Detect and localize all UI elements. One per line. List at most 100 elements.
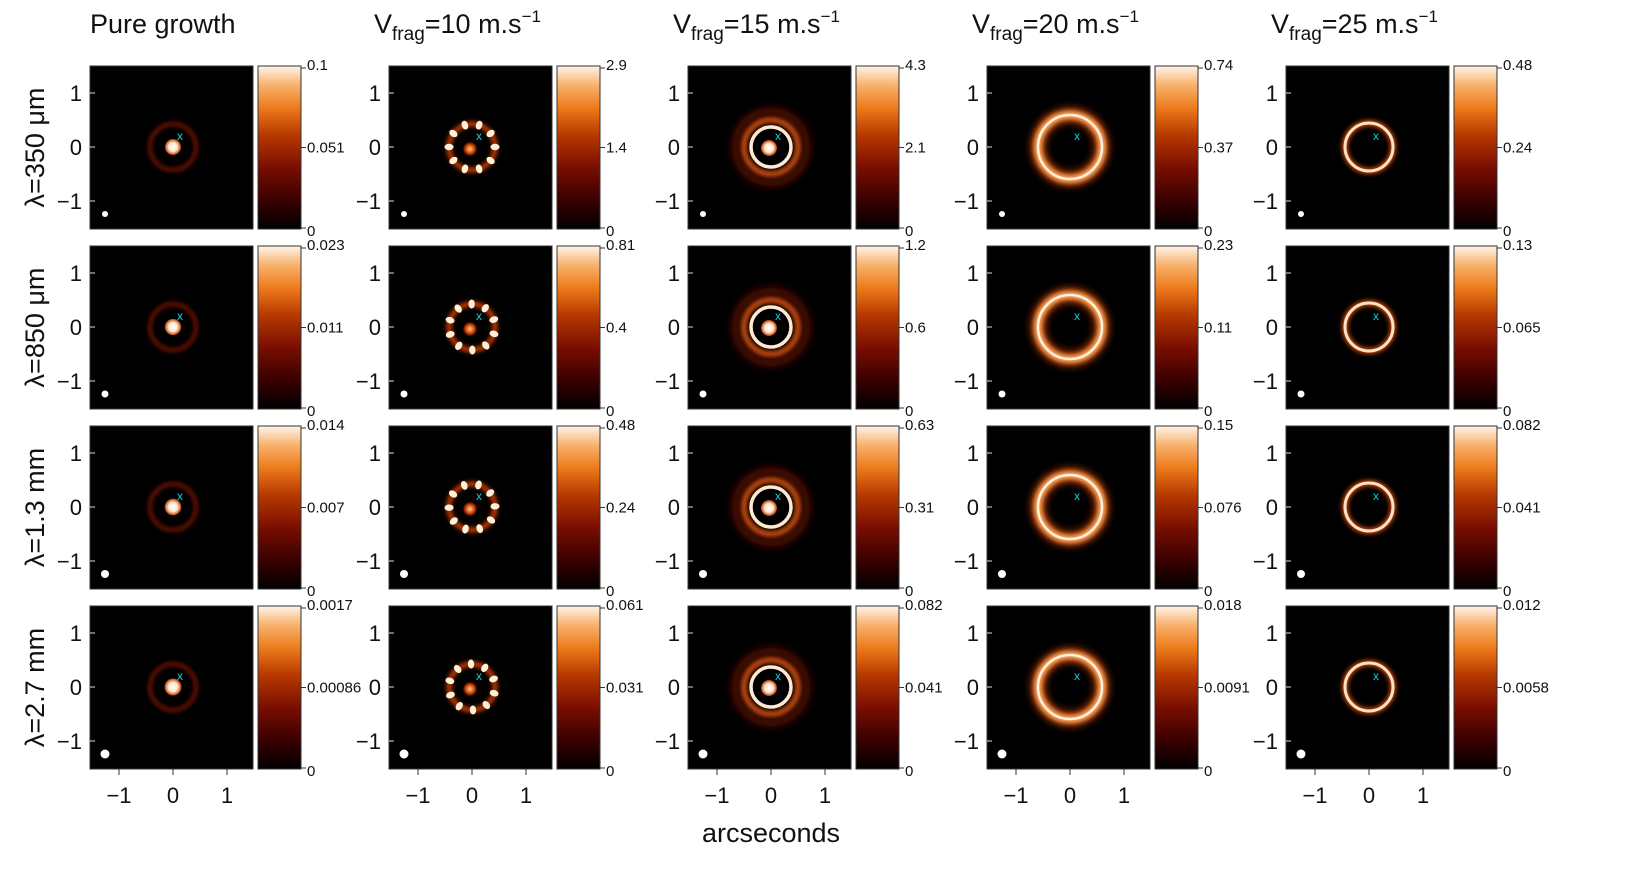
beam-size — [998, 570, 1006, 578]
planet-marker: x — [1373, 489, 1379, 503]
column-title-3: Vfrag=15 m.s−1 — [673, 7, 840, 45]
row-label-2: λ=850 μm — [20, 268, 50, 388]
colorbar — [557, 426, 600, 589]
colorbar-tick-label: 0.031 — [606, 680, 644, 697]
column-titles: Pure growth Vfrag=10 m.s−1 Vfrag=15 m.s−1 V… — [90, 7, 1438, 45]
column-title-main: V — [972, 9, 990, 39]
beam-size — [997, 749, 1007, 759]
y-tick-label: −1 — [655, 729, 680, 754]
x-tick-label: −1 — [704, 783, 729, 808]
image-background — [1286, 66, 1449, 229]
colorbar-tick-label: 0.018 — [1204, 597, 1242, 614]
ring-clump — [462, 524, 469, 534]
wide-ring-crest — [1036, 653, 1104, 721]
ring-clump — [468, 299, 475, 309]
colorbar — [258, 606, 301, 769]
y-tick-label: −1 — [954, 729, 979, 754]
colorbar-tick-label: 0.00086 — [307, 680, 361, 697]
faint-outer-ring — [148, 122, 198, 172]
panel-r3-c5: x −1 0 1 0.082 0.041 0 — [1253, 417, 1541, 600]
ring-clump — [445, 677, 455, 685]
x-tick-label: −1 — [405, 783, 430, 808]
colorbar-tick-label: 0.061 — [606, 597, 644, 614]
colorbar-tick-label: 1.2 — [905, 237, 926, 254]
ring-clump — [482, 341, 490, 350]
y-tick-label: 0 — [369, 315, 381, 340]
bright-inner-ring — [749, 305, 793, 349]
colorbar-tick-label: 0 — [1503, 223, 1511, 240]
planet-marker: x — [775, 669, 781, 683]
colorbar-tick-label: 0 — [307, 403, 315, 420]
beam-size — [700, 211, 706, 217]
middle-ring — [741, 477, 801, 537]
colorbar-tick-label: 0 — [905, 403, 913, 420]
ring-clump — [475, 480, 482, 490]
beam-size — [1298, 211, 1304, 217]
colorbar-tick-label: 2.1 — [905, 140, 926, 157]
ring-clump — [455, 702, 463, 711]
ring-clump — [446, 691, 455, 699]
colorbar-tick-label: 0 — [905, 223, 913, 240]
middle-ring — [741, 297, 801, 357]
y-tick-label: −1 — [1253, 369, 1278, 394]
x-tick-label: 1 — [221, 783, 233, 808]
y-tick-label: −1 — [1253, 549, 1278, 574]
wide-ring-crest — [1036, 113, 1104, 181]
x-tick-label: 0 — [167, 783, 179, 808]
panel-r3-c3: x −1 0 1 0.63 0.31 0 — [655, 417, 934, 600]
colorbar-tick-label: 0.051 — [307, 140, 345, 157]
middle-ring — [741, 117, 801, 177]
panel-r2-c3: x −1 0 1 1.2 0.6 0 — [655, 237, 926, 420]
colorbar-tick-label: 0.24 — [606, 500, 635, 517]
y-tick-label: 0 — [668, 675, 680, 700]
y-tick-label: 0 — [369, 135, 381, 160]
colorbar-tick-label: 0 — [606, 403, 614, 420]
inner-core — [463, 502, 477, 516]
bright-core — [165, 139, 181, 155]
ring-clump — [448, 490, 458, 498]
ring-clump — [445, 316, 455, 324]
colorbar — [856, 66, 899, 229]
ring-clump — [461, 164, 469, 174]
panel-r2-c5: x −1 0 1 0.13 0.065 0 — [1253, 237, 1541, 420]
column-title-1: Pure growth — [90, 9, 236, 39]
y-tick-label: 0 — [668, 135, 680, 160]
colorbar-tick-label: 0 — [905, 583, 913, 600]
colorbar-tick-label: 0 — [1204, 223, 1212, 240]
y-tick-label: 0 — [967, 495, 979, 520]
y-tick-label: 1 — [369, 441, 381, 466]
faint-outer-ring — [148, 302, 198, 352]
panel-grid: x −1 0 1 0.1 0.051 0 x −1 0 1 2.9 1.4 0 x −1 0 1 4.3 2.1 0 x −… — [57, 57, 1549, 780]
beam-size — [698, 749, 708, 759]
image-background — [1286, 426, 1449, 589]
x-tick-label: 1 — [1118, 783, 1130, 808]
panel-r1-c4: x −1 0 1 0.74 0.37 0 — [954, 57, 1233, 240]
colorbar-tick-label: 0.4 — [606, 320, 627, 337]
beam-size — [1297, 570, 1305, 578]
x-tick-label: −1 — [1302, 783, 1327, 808]
panel-r2-c4: x −1 0 1 0.23 0.11 0 — [954, 237, 1233, 420]
beam-size — [1297, 390, 1305, 398]
colorbar-tick-label: 0.6 — [905, 320, 926, 337]
colorbar-tick-label: 1.4 — [606, 140, 627, 157]
column-title-main: V — [673, 9, 691, 39]
panel-r1-c1: x −1 0 1 0.1 0.051 0 — [57, 57, 345, 240]
panel-r3-c2: x −1 0 1 0.48 0.24 0 — [356, 417, 635, 600]
colorbar-tick-label: 0.023 — [307, 237, 345, 254]
colorbar-tick-label: 0 — [307, 763, 315, 780]
thin-ring — [1343, 121, 1395, 173]
column-title-main: Pure growth — [90, 9, 236, 39]
x-axis-4: −1 0 1 — [1003, 769, 1130, 808]
ring-clump — [490, 503, 500, 510]
colorbar-tick-label: 0.81 — [606, 237, 635, 254]
ring-clump — [489, 675, 498, 683]
y-tick-label: −1 — [57, 189, 82, 214]
faint-outer-ring — [148, 482, 198, 532]
y-tick-label: 1 — [967, 81, 979, 106]
column-title-rest: =20 m.s — [1023, 9, 1120, 39]
colorbar-tick-label: 0.1 — [307, 57, 328, 74]
colorbar-tick-label: 0.13 — [1503, 237, 1532, 254]
outer-halo-ring — [731, 647, 811, 727]
y-tick-label: 0 — [967, 135, 979, 160]
y-tick-label: 0 — [1266, 675, 1278, 700]
